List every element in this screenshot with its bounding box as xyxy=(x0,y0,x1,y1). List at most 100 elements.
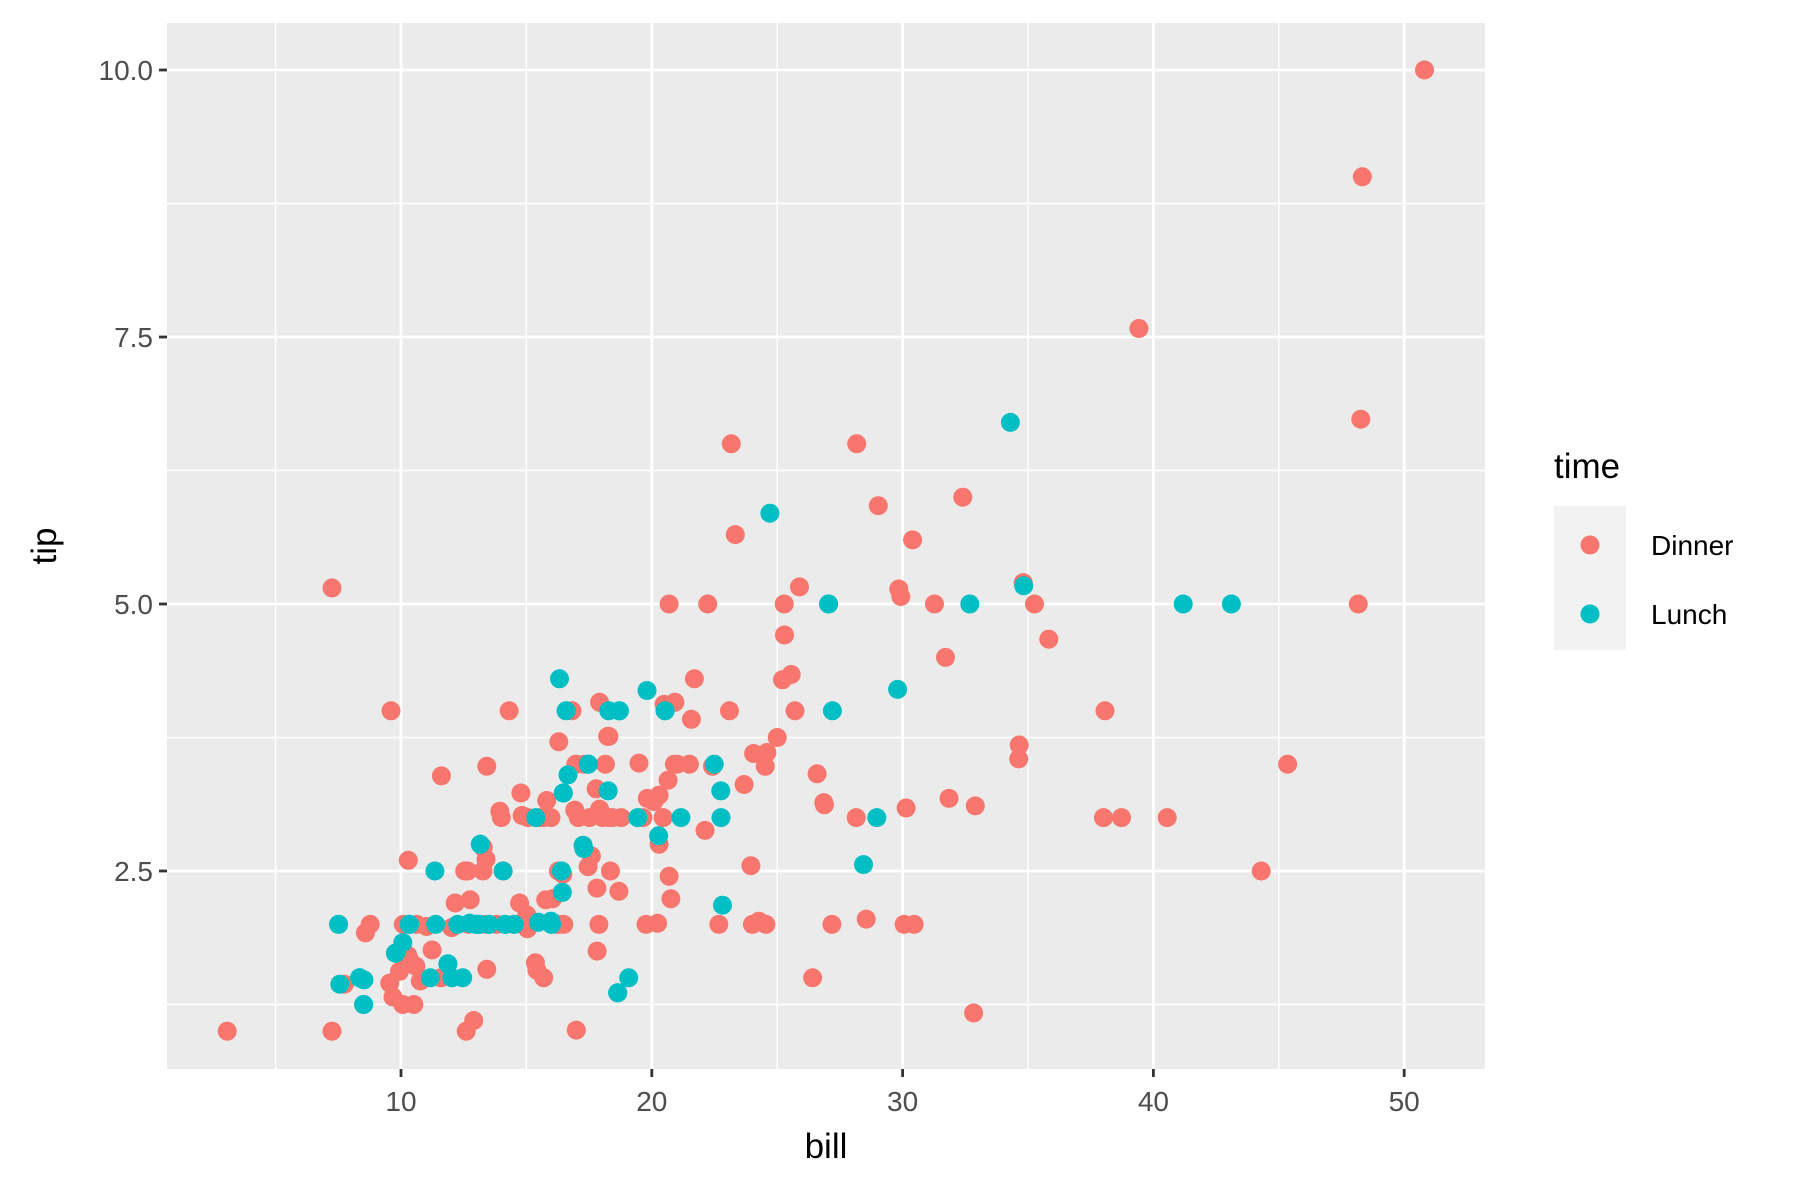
data-point-lunch xyxy=(578,754,598,774)
data-point-lunch xyxy=(609,701,629,721)
data-point-dinner xyxy=(1351,409,1371,429)
data-point-dinner xyxy=(579,808,599,828)
data-point-dinner xyxy=(1251,861,1271,881)
data-point-dinner xyxy=(598,726,618,746)
data-point-dinner xyxy=(744,744,764,763)
data-point-dinner xyxy=(903,530,923,550)
data-point-dinner xyxy=(473,861,493,881)
data-point-dinner xyxy=(1112,808,1131,828)
data-point-dinner xyxy=(847,434,867,454)
data-point-dinner xyxy=(1348,594,1368,614)
data-point-dinner xyxy=(679,754,699,774)
data-point-dinner xyxy=(953,487,973,507)
data-point-dinner xyxy=(773,670,792,690)
data-point-lunch xyxy=(399,914,419,934)
data-point-lunch xyxy=(542,914,561,934)
data-point-dinner xyxy=(939,788,959,808)
data-point-dinner xyxy=(510,893,530,913)
x-tick-label: 20 xyxy=(636,1086,667,1117)
data-point-dinner xyxy=(785,701,805,721)
legend-key-background xyxy=(1554,506,1626,650)
y-tick-label: 5.0 xyxy=(114,589,153,620)
legend-label-lunch[interactable]: Lunch xyxy=(1651,599,1727,630)
y-axis: 2.5 5.0 7.5 10.0 xyxy=(99,55,167,887)
data-point-lunch xyxy=(420,968,440,988)
data-point-dinner xyxy=(1009,749,1029,769)
data-point-dinner xyxy=(406,956,426,976)
data-point-lunch xyxy=(960,594,980,614)
data-point-lunch xyxy=(867,808,887,828)
data-point-dinner xyxy=(595,754,615,774)
data-point-lunch xyxy=(1014,576,1034,596)
data-point-dinner xyxy=(814,793,834,813)
data-point-dinner xyxy=(534,968,554,988)
data-point-lunch xyxy=(598,781,618,801)
data-point-lunch xyxy=(495,914,515,934)
data-point-dinner xyxy=(741,856,761,876)
data-point-dinner xyxy=(1352,167,1372,187)
lunch-points xyxy=(329,412,1241,1014)
data-point-dinner xyxy=(355,923,375,943)
data-point-dinner xyxy=(889,579,909,599)
data-point-lunch xyxy=(466,914,486,934)
data-point-dinner xyxy=(398,850,418,870)
data-point-dinner xyxy=(644,792,664,812)
data-point-dinner xyxy=(1025,594,1044,614)
data-point-dinner xyxy=(549,732,569,752)
data-point-lunch xyxy=(354,995,374,1014)
data-point-dinner xyxy=(936,647,955,667)
data-point-dinner xyxy=(695,820,715,840)
data-point-dinner xyxy=(1415,60,1434,80)
data-point-dinner xyxy=(456,1021,476,1041)
legend-label-dinner[interactable]: Dinner xyxy=(1651,530,1733,561)
data-point-lunch xyxy=(453,968,473,988)
y-axis-title: tip xyxy=(25,528,64,565)
data-point-dinner xyxy=(868,496,888,516)
data-point-dinner xyxy=(525,953,545,973)
data-point-dinner xyxy=(965,796,985,816)
x-tick-label: 40 xyxy=(1138,1086,1169,1117)
data-point-dinner xyxy=(587,878,607,898)
data-point-dinner xyxy=(390,961,409,981)
data-point-dinner xyxy=(393,995,413,1014)
data-point-dinner xyxy=(721,434,741,454)
data-point-lunch xyxy=(553,783,573,803)
data-point-lunch xyxy=(704,754,724,774)
data-point-lunch xyxy=(713,895,732,915)
data-point-dinner xyxy=(422,940,442,960)
x-tick-label: 50 xyxy=(1389,1086,1420,1117)
data-point-dinner xyxy=(803,968,823,988)
data-point-dinner xyxy=(477,959,497,979)
data-point-dinner xyxy=(790,577,809,597)
data-point-dinner xyxy=(774,594,794,614)
data-point-dinner xyxy=(709,914,729,934)
x-axis: 10 20 30 40 50 xyxy=(385,1069,1420,1117)
data-point-lunch xyxy=(711,808,731,828)
plot-panel xyxy=(167,23,1485,1069)
data-point-lunch xyxy=(655,701,675,721)
data-point-dinner xyxy=(1157,808,1177,828)
data-point-dinner xyxy=(896,798,916,818)
data-point-dinner xyxy=(742,914,762,934)
data-point-dinner xyxy=(458,861,478,881)
data-point-dinner xyxy=(856,909,876,929)
data-point-lunch xyxy=(330,974,350,994)
data-point-dinner xyxy=(511,783,531,803)
data-point-lunch xyxy=(819,594,839,614)
data-point-dinner xyxy=(681,709,701,729)
data-point-dinner xyxy=(964,1003,984,1023)
legend-key-lunch xyxy=(1580,604,1600,624)
data-point-dinner xyxy=(1095,701,1115,721)
data-point-dinner xyxy=(477,756,497,776)
data-point-dinner xyxy=(217,1021,237,1041)
data-point-dinner xyxy=(734,775,754,794)
data-point-dinner xyxy=(1094,808,1113,828)
data-point-lunch xyxy=(425,861,445,881)
data-point-dinner xyxy=(537,791,557,810)
data-point-dinner xyxy=(1009,735,1029,755)
data-point-dinner xyxy=(600,861,620,881)
data-point-dinner xyxy=(629,753,649,773)
data-point-dinner xyxy=(659,594,679,614)
data-point-lunch xyxy=(438,954,458,974)
x-tick-label: 30 xyxy=(887,1086,918,1117)
